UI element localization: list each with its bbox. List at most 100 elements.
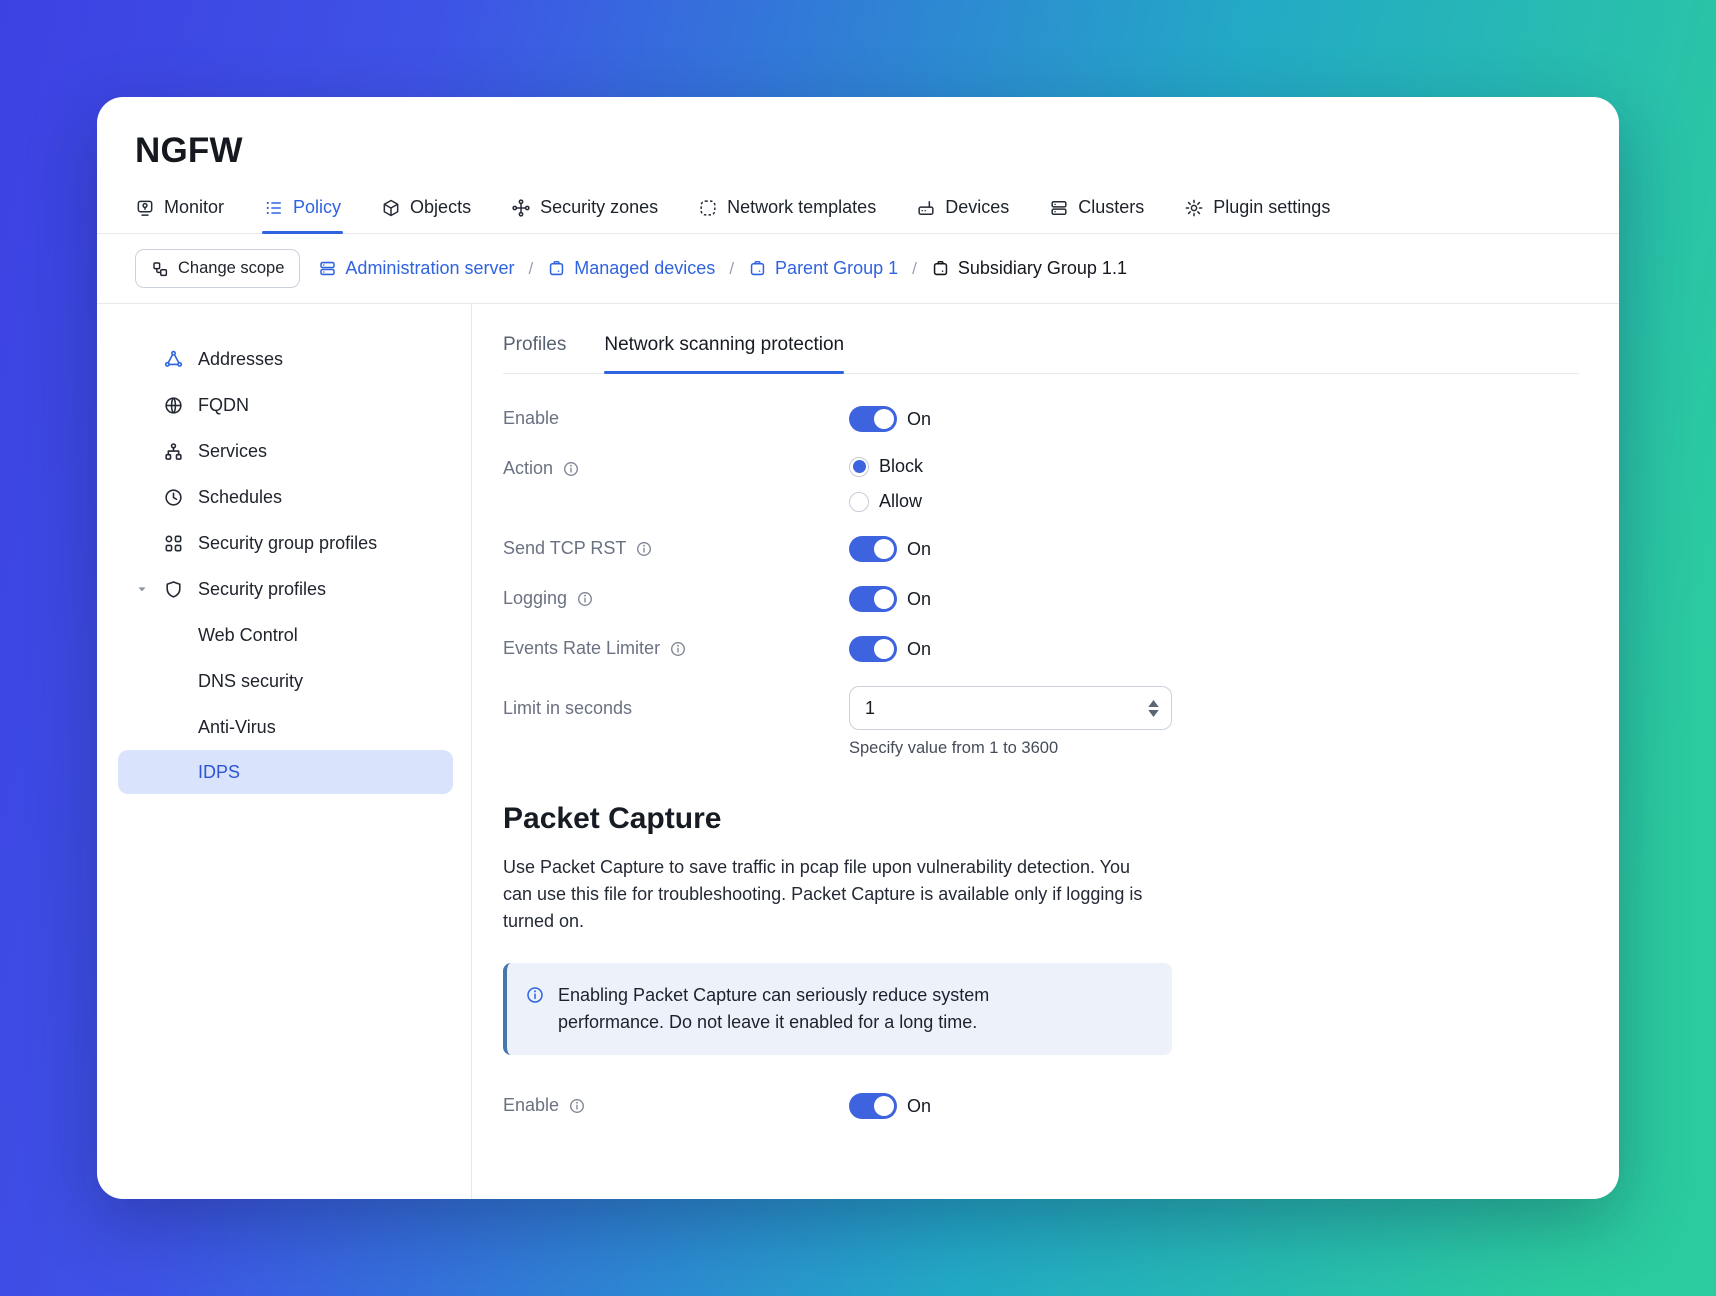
primary-nav: Monitor Policy Objects Security zones Ne… (97, 197, 1619, 234)
tab-label: Monitor (164, 197, 225, 217)
stepper-down-icon (1148, 709, 1159, 717)
tab-clusters[interactable]: Clusters (1049, 197, 1144, 233)
toggle-knob (874, 539, 894, 559)
tab-label: Security zones (540, 197, 659, 217)
breadcrumb-separator: / (912, 258, 917, 278)
sidebar-item-fqdn[interactable]: FQDN (135, 382, 451, 428)
radio-control[interactable] (849, 491, 869, 512)
enable-row: Enable On (503, 406, 1579, 432)
policy-list-icon (264, 198, 284, 218)
tab-label: Policy (293, 197, 342, 217)
breadcrumb-label: Managed devices (574, 258, 716, 278)
action-row: Action Block Allow (503, 456, 1579, 512)
breadcrumb-separator: / (729, 258, 735, 278)
sidebar-item-services[interactable]: Services (135, 428, 451, 474)
sidebar-item-label: Web Control (198, 624, 298, 645)
sidebar-item-idps[interactable]: IDPS (118, 750, 453, 794)
toggle-state-label: On (907, 1095, 932, 1116)
packet-capture-title: Packet Capture (503, 802, 722, 835)
info-icon[interactable] (568, 1097, 586, 1115)
toggle-knob (874, 1096, 894, 1116)
info-icon[interactable] (576, 590, 594, 608)
tab-network-templates[interactable]: Network templates (698, 197, 876, 233)
header: NGFW (97, 97, 1619, 171)
logging-toggle[interactable] (849, 586, 897, 612)
sidebar-item-web-control[interactable]: Web Control (135, 612, 451, 658)
tab-objects[interactable]: Objects (381, 197, 471, 233)
info-icon (525, 982, 545, 1036)
sidebar-item-label: Security profiles (198, 578, 327, 599)
enable-label: Enable (503, 408, 560, 428)
input-hint: Specify value from 1 to 3600 (849, 739, 1059, 757)
clock-icon (161, 487, 185, 508)
stepper-up-icon (1148, 699, 1159, 707)
radio-label: Block (879, 456, 924, 476)
radio-allow[interactable]: Allow (849, 491, 923, 512)
breadcrumb-label: Administration server (345, 258, 515, 278)
action-label: Action (503, 458, 554, 478)
sidebar-item-addresses[interactable]: Addresses (135, 336, 451, 382)
sidebar-item-label: Anti-Virus (198, 716, 276, 737)
enable-toggle[interactable] (849, 406, 897, 432)
network-nodes-icon (511, 198, 531, 218)
chevron-down-icon[interactable] (135, 582, 161, 596)
sidebar-item-security-profiles[interactable]: Security profiles (135, 566, 451, 612)
radio-control[interactable] (849, 456, 869, 477)
tab-plugin-settings[interactable]: Plugin settings (1184, 197, 1330, 233)
tab-policy[interactable]: Policy (262, 197, 344, 234)
shield-icon (161, 579, 185, 600)
breadcrumb-label: Parent Group 1 (775, 258, 899, 278)
sidebar-item-dns-security[interactable]: DNS security (135, 658, 451, 704)
packet-capture-enable-toggle[interactable] (849, 1093, 897, 1119)
breadcrumb-parent-group-1[interactable]: Parent Group 1 (748, 258, 898, 279)
sidebar-item-label: DNS security (198, 670, 304, 691)
logging-row: Logging On (503, 586, 1579, 612)
server-stack-icon (318, 259, 337, 278)
globe-icon (161, 395, 185, 416)
breadcrumb: Administration server / Managed devices … (318, 258, 1127, 279)
sidebar-item-security-group-profiles[interactable]: Security group profiles (135, 520, 451, 566)
info-icon[interactable] (669, 640, 687, 658)
tab-network-scanning-protection[interactable]: Network scanning protection (604, 334, 845, 374)
tab-label: Network scanning protection (604, 334, 845, 355)
events-rate-limiter-label: Events Rate Limiter (503, 638, 661, 658)
sidebar-item-label: Services (198, 440, 268, 461)
send-tcp-rst-label: Send TCP RST (503, 538, 627, 558)
limit-in-seconds-label: Limit in seconds (503, 698, 633, 718)
events-rate-limiter-toggle[interactable] (849, 636, 897, 662)
tab-label: Devices (945, 197, 1010, 217)
logging-label: Logging (503, 588, 568, 608)
sidebar-item-label: Security group profiles (198, 532, 378, 553)
change-scope-button[interactable]: Change scope (135, 249, 301, 288)
app-window: NGFW Monitor Policy Objects Security zon… (97, 97, 1619, 1199)
sidebar: Addresses FQDN Services (97, 304, 472, 1199)
sidebar-item-anti-virus[interactable]: Anti-Virus (135, 704, 451, 750)
info-icon[interactable] (562, 460, 580, 478)
info-banner-text: Enabling Packet Capture can seriously re… (558, 985, 990, 1032)
sidebar-item-schedules[interactable]: Schedules (135, 474, 451, 520)
info-banner: Enabling Packet Capture can seriously re… (503, 963, 1172, 1055)
tab-profiles[interactable]: Profiles (503, 334, 566, 373)
radio-block[interactable]: Block (849, 456, 923, 477)
services-icon (161, 441, 185, 462)
device-group-icon (547, 259, 566, 278)
device-group-icon (931, 259, 950, 278)
page-title: NGFW (135, 131, 243, 170)
toggle-state-label: On (907, 408, 932, 429)
toggle-state-label: On (907, 538, 932, 559)
send-tcp-rst-toggle[interactable] (849, 536, 897, 562)
tab-security-zones[interactable]: Security zones (511, 197, 658, 233)
limit-in-seconds-input[interactable] (849, 686, 1172, 730)
number-stepper[interactable] (1148, 686, 1159, 730)
info-icon[interactable] (635, 540, 653, 558)
tab-devices[interactable]: Devices (916, 197, 1009, 233)
group-profiles-icon (161, 533, 185, 554)
toggle-knob (874, 409, 894, 429)
breadcrumb-administration-server[interactable]: Administration server (318, 258, 514, 279)
monitor-icon (135, 198, 155, 218)
sidebar-item-label: Schedules (198, 486, 283, 507)
tab-monitor[interactable]: Monitor (135, 197, 224, 233)
breadcrumb-managed-devices[interactable]: Managed devices (547, 258, 715, 279)
settings-form: Enable On Action (503, 406, 1579, 1119)
sidebar-item-label: FQDN (198, 394, 249, 415)
